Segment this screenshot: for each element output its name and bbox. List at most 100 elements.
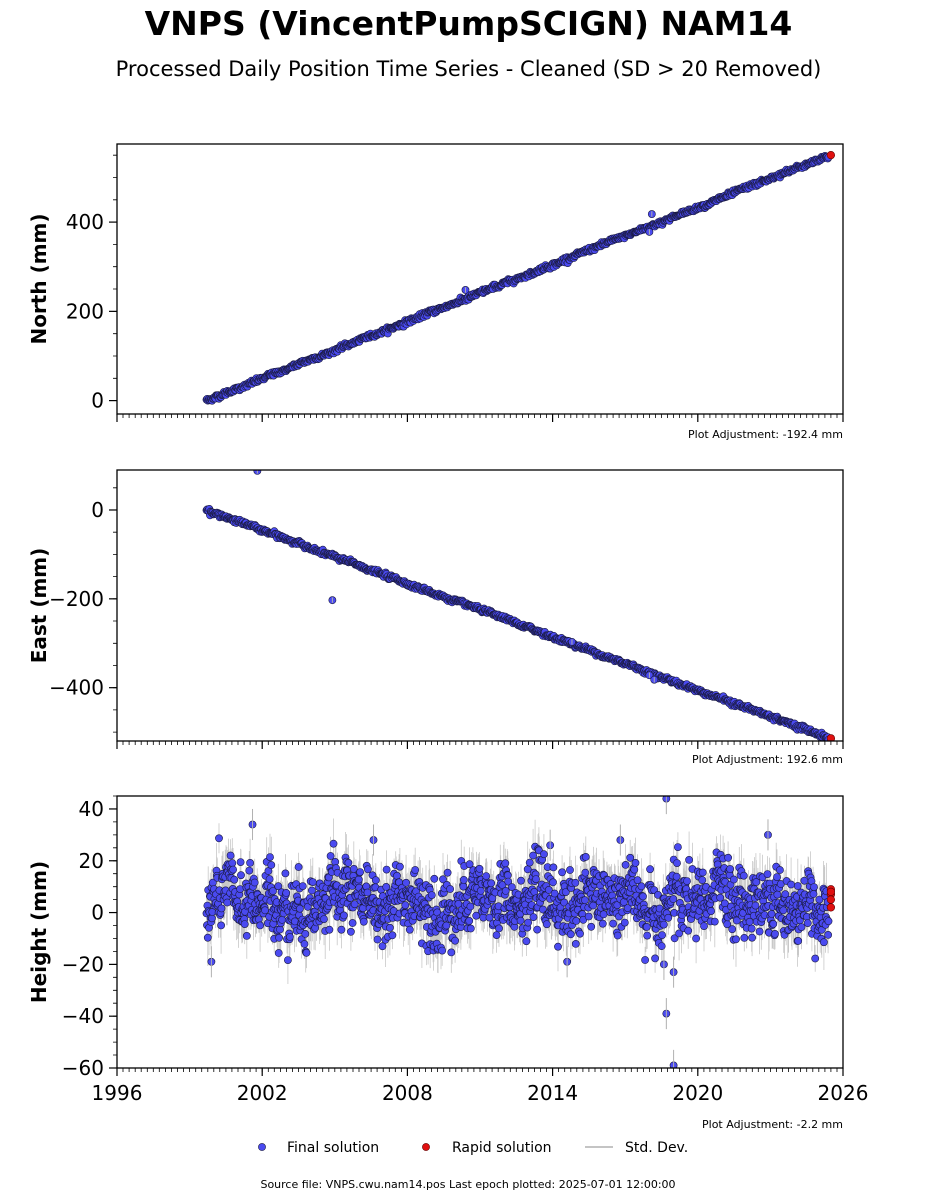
data-point: [405, 925, 414, 934]
data-point: [439, 875, 447, 884]
data-point: [566, 866, 574, 874]
data-point: [459, 876, 468, 884]
data-point: [643, 931, 652, 940]
data-point: [274, 949, 283, 957]
data-point: [544, 886, 553, 894]
data-point: [664, 913, 673, 922]
data-layer: [202, 796, 836, 1068]
data-point: [451, 936, 459, 945]
rapid-point: [826, 887, 836, 896]
data-point: [256, 921, 264, 930]
data-point: [236, 858, 245, 866]
data-point: [752, 878, 761, 886]
x-minor-ticks: [116, 741, 844, 745]
data-point: [572, 917, 581, 925]
data-point: [442, 921, 451, 930]
data-point: [472, 911, 481, 920]
final-solution-series: [202, 796, 833, 1068]
data-point: [529, 851, 537, 860]
chart-subtitle: Processed Daily Position Time Series - C…: [115, 57, 822, 81]
data-point: [308, 878, 317, 886]
legend-final-marker: [258, 1143, 266, 1151]
y-tick-label: 0: [91, 901, 104, 925]
data-point: [487, 879, 496, 888]
data-point: [285, 933, 294, 941]
legend-std-label: Std. Dev.: [625, 1140, 688, 1156]
legend-final-label: Final solution: [287, 1140, 379, 1156]
data-point: [781, 890, 790, 899]
data-point: [465, 860, 474, 869]
data-point: [339, 911, 348, 920]
data-point: [558, 868, 566, 877]
data-point: [228, 859, 237, 867]
x-tick-label: 2014: [527, 1081, 578, 1105]
data-point: [371, 876, 380, 885]
source-note: Source file: VNPS.cwu.nam14.pos Last epo…: [260, 1178, 675, 1191]
data-point: [560, 898, 569, 907]
y-tick-label: 20: [79, 849, 104, 873]
data-point: [349, 865, 358, 873]
data-point: [716, 893, 725, 902]
data-point: [427, 891, 436, 899]
data-point: [747, 924, 756, 933]
data-point: [637, 882, 646, 891]
y-axis-label: Height (mm): [27, 861, 51, 1003]
data-point: [532, 875, 540, 883]
data-point: [465, 917, 474, 925]
data-point: [401, 901, 410, 910]
data-point: [267, 861, 276, 869]
y-tick-label: −20: [62, 952, 104, 976]
data-point: [584, 912, 593, 921]
data-point: [302, 948, 311, 957]
data-point: [344, 858, 353, 867]
data-point: [438, 946, 447, 955]
data-point: [631, 859, 640, 867]
data-point: [498, 881, 507, 889]
data-point: [320, 915, 328, 923]
data-point: [274, 882, 283, 891]
data-point: [482, 872, 491, 880]
data-point: [810, 883, 818, 891]
data-point: [533, 925, 542, 934]
data-point: [684, 926, 693, 935]
data-point: [630, 865, 639, 874]
data-point: [501, 859, 510, 868]
plot-adjustment-label: Plot Adjustment: -192.4 mm: [688, 428, 843, 441]
data-point: [217, 921, 225, 930]
data-point: [698, 868, 707, 877]
y-tick-label: 0: [91, 389, 104, 413]
data-point: [779, 906, 788, 915]
data-point: [669, 895, 678, 903]
data-point: [337, 925, 346, 934]
data-point: [726, 865, 734, 873]
data-point: [268, 887, 277, 895]
data-point: [763, 870, 772, 878]
data-point: [732, 916, 741, 925]
data-point: [524, 918, 532, 927]
data-point: [346, 927, 355, 936]
data-point: [642, 923, 651, 931]
rapid-solution-series: [826, 734, 835, 741]
data-point: [411, 866, 420, 874]
panel-2: −400 −200 0 East (mm) Plot Adjustment: 192.6…: [27, 469, 844, 766]
data-point: [385, 923, 394, 932]
data-point: [767, 910, 776, 918]
data-point: [609, 919, 617, 928]
data-point: [794, 937, 803, 945]
data-point: [620, 918, 629, 927]
data-point: [382, 865, 391, 874]
data-point: [659, 920, 668, 929]
data-point: [525, 858, 534, 867]
data-point: [540, 850, 548, 859]
data-point: [265, 875, 274, 883]
data-point: [373, 935, 382, 944]
data-point: [447, 948, 456, 957]
x-tick-label: 2020: [672, 1081, 723, 1105]
data-point: [501, 887, 510, 895]
rapid-solution-series: [826, 885, 836, 912]
rapid-point: [826, 903, 836, 912]
data-point: [581, 853, 590, 861]
data-point: [613, 931, 622, 940]
data-point: [769, 920, 778, 928]
